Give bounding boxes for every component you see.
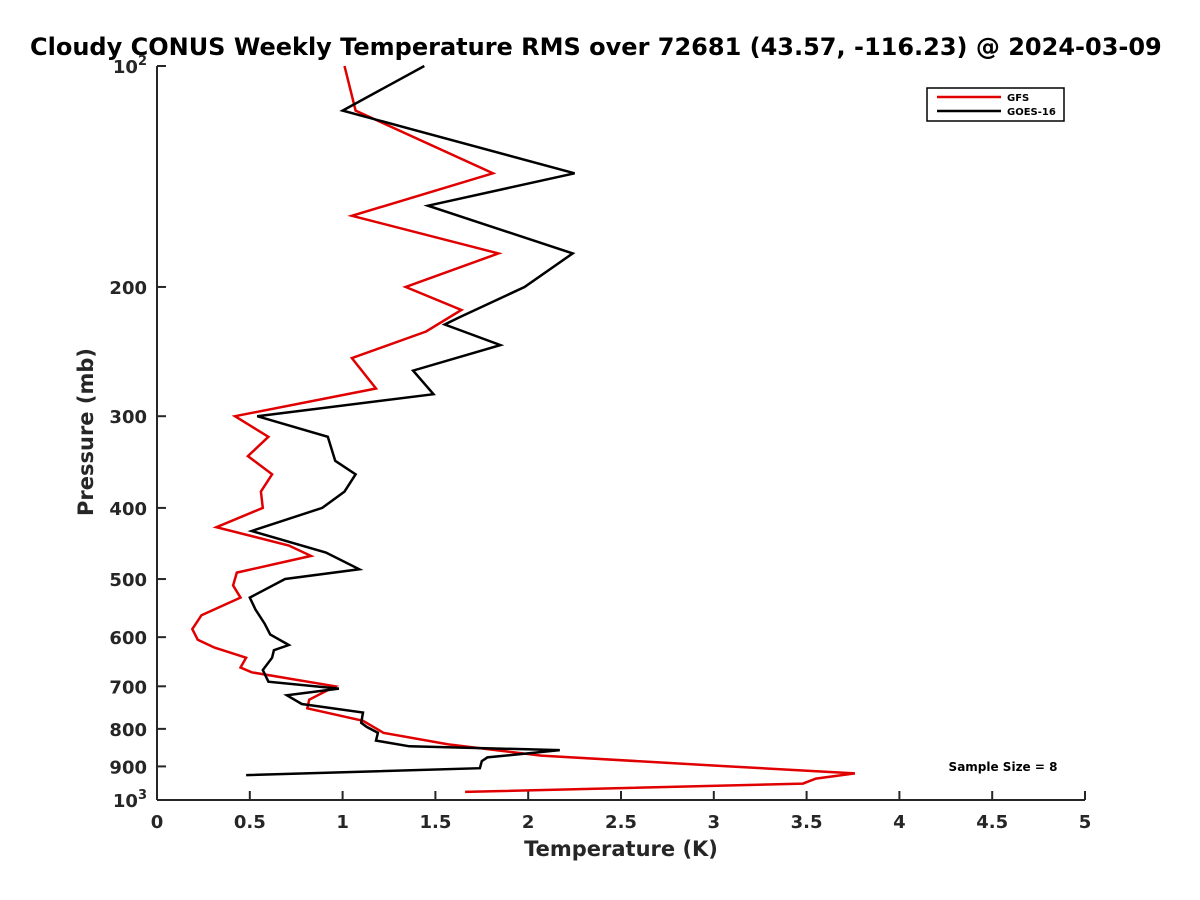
x-tick-label: 3.5: [791, 812, 823, 833]
y-tick-label: 400: [109, 499, 147, 520]
x-tick-label: 5: [1079, 812, 1092, 833]
y-tick-label: 300: [109, 407, 147, 428]
sample-size-annotation: Sample Size = 8: [949, 760, 1058, 774]
x-axis-label: Temperature (K): [524, 837, 718, 861]
legend-label-goes16: GOES-16: [1007, 107, 1056, 118]
x-tick-label: 2: [522, 812, 535, 833]
axes: 0 0.5 1 1.5 2 2.5 3 3.5 4 4.5 5 102 200 300 400 500 600 7…: [109, 54, 1091, 833]
x-tick-label: 2.5: [605, 812, 637, 833]
x-tick-label: 3: [708, 812, 721, 833]
x-tick-label: 4.5: [976, 812, 1008, 833]
legend: GFS GOES-16: [926, 87, 1065, 122]
x-tick-label: 4: [893, 812, 906, 833]
y-tick-label: 700: [109, 677, 147, 698]
y-tick-label: 103: [113, 788, 147, 812]
y-tick-label: 200: [109, 278, 147, 299]
y-tick-label: 600: [109, 628, 147, 649]
x-tick-label: 0: [151, 812, 164, 833]
x-tick-label: 1: [336, 812, 349, 833]
series-layer: [190, 64, 856, 794]
legend-label-gfs: GFS: [1007, 93, 1029, 104]
y-tick-label: 800: [109, 720, 147, 741]
chart-title: Cloudy CONUS Weekly Temperature RMS over…: [30, 33, 1162, 61]
y-tick-label: 102: [113, 54, 147, 78]
x-tick-label: 0.5: [234, 812, 266, 833]
y-tick-label: 900: [109, 757, 147, 778]
series-line-gfs: [190, 65, 856, 794]
legend-box: [926, 87, 1065, 122]
x-tick-label: 1.5: [419, 812, 451, 833]
series-line-goes16: [246, 64, 576, 777]
y-tick-label: 500: [109, 570, 147, 591]
y-axis-label: Pressure (mb): [74, 348, 98, 516]
